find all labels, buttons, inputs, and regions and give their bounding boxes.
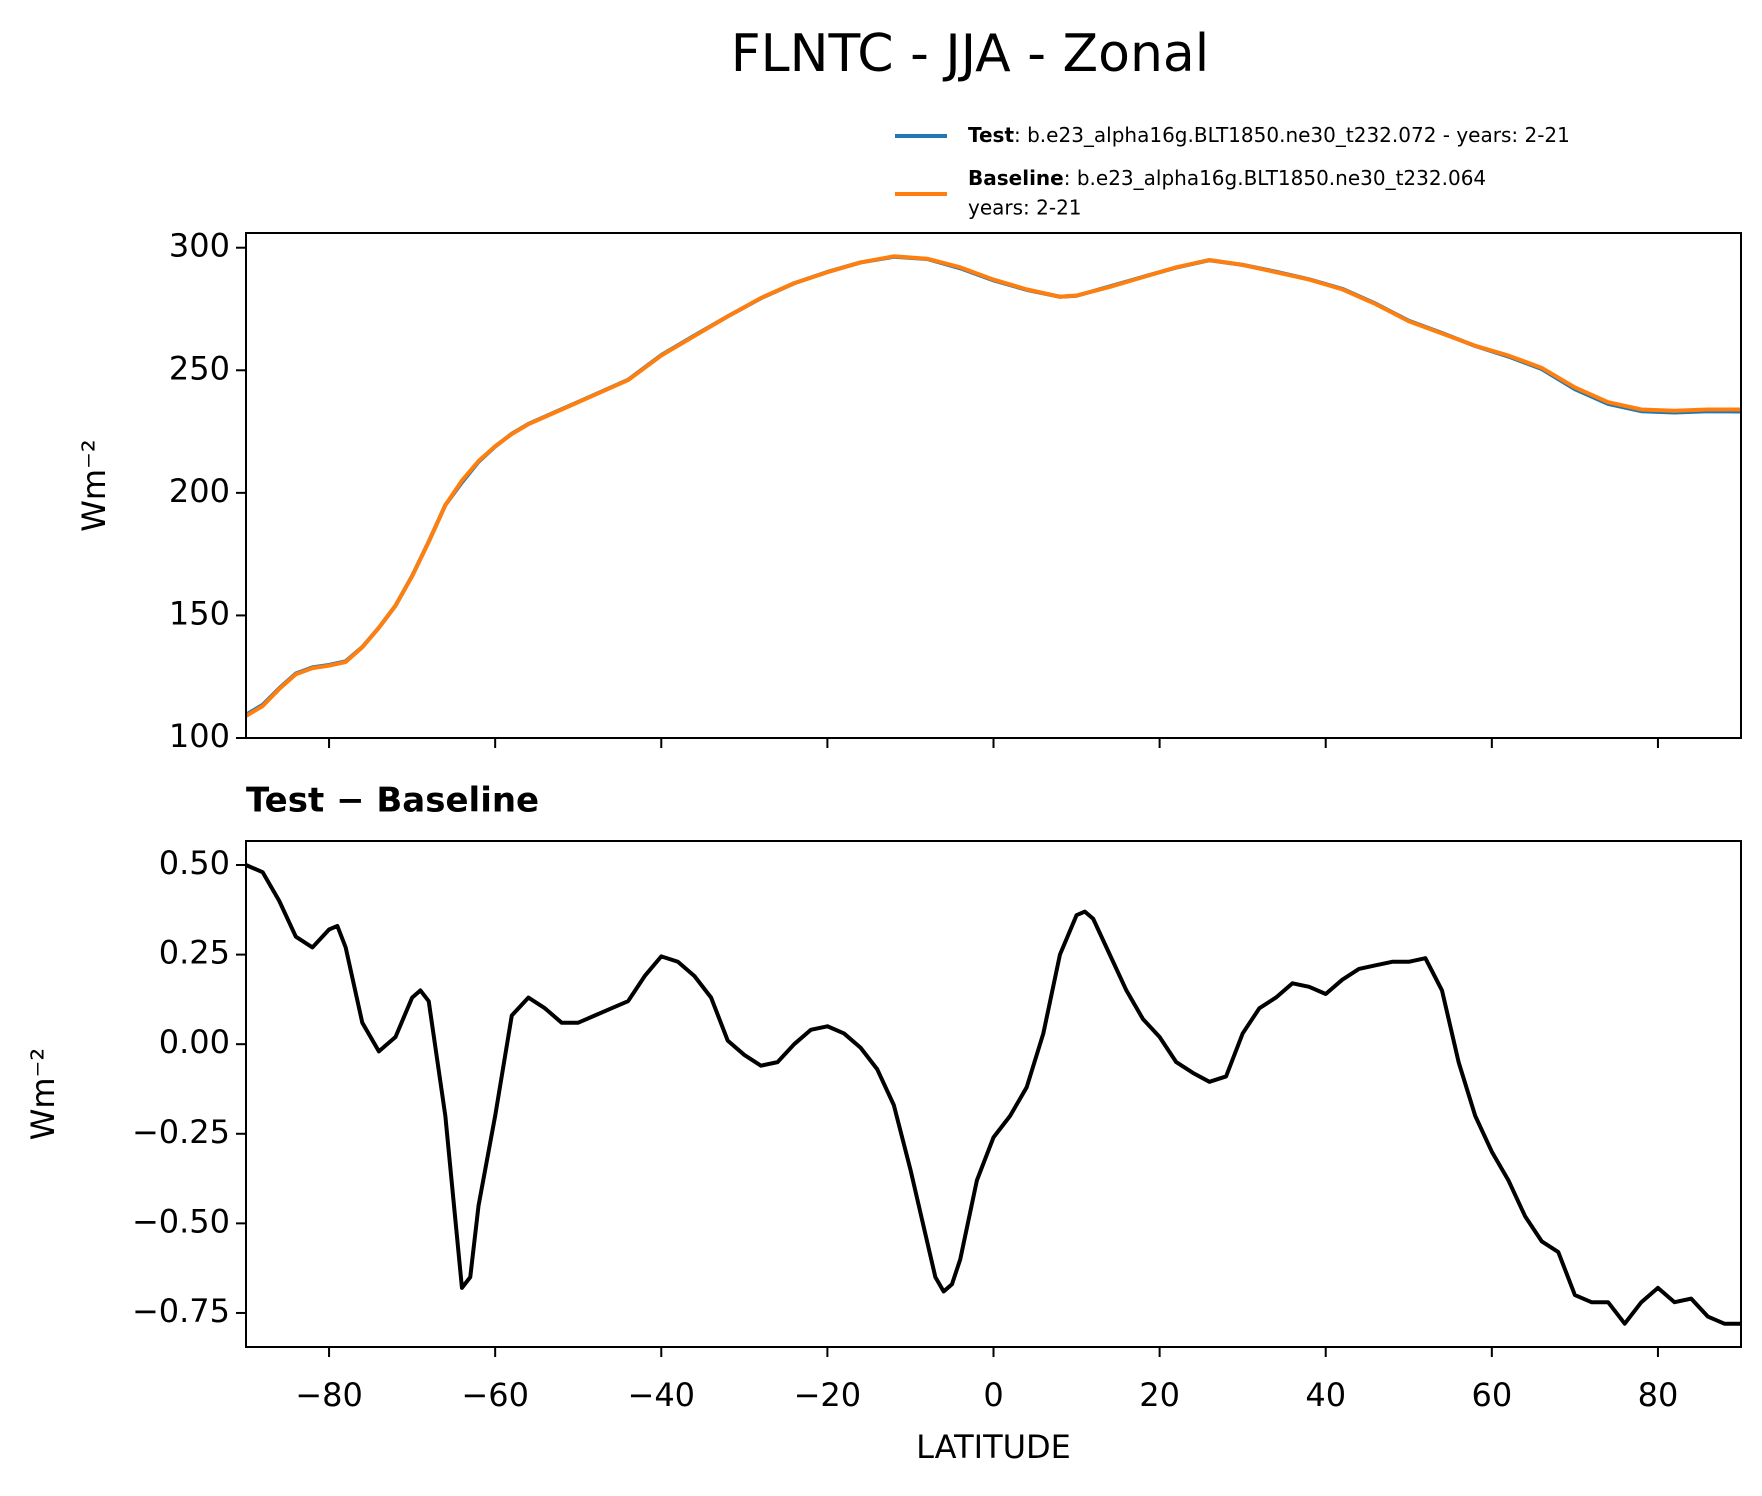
y-tick-label: −0.50 <box>132 1202 230 1240</box>
data-line <box>246 254 1741 717</box>
y-tick-label: 250 <box>169 349 230 387</box>
y-axis-label: Wm⁻² <box>24 1048 62 1141</box>
x-tick-label: −20 <box>794 1376 862 1414</box>
y-tick-label: 200 <box>169 472 230 510</box>
y-tick-label: 150 <box>169 594 230 632</box>
y-tick-label: 300 <box>169 227 230 265</box>
x-tick-label: 0 <box>983 1376 1003 1414</box>
axes-frame <box>245 840 1742 1348</box>
axes-title: Test − Baseline <box>246 781 539 821</box>
y-tick-label: 0.00 <box>159 1023 230 1061</box>
figure-title: FLNTC - JJA - Zonal <box>731 24 1210 84</box>
y-axis-label: Wm⁻² <box>75 439 113 532</box>
x-tick-label: −60 <box>461 1376 529 1414</box>
y-tick-label: −0.25 <box>132 1113 230 1151</box>
data-line <box>246 254 1741 718</box>
y-tick-label: 0.50 <box>159 844 230 882</box>
x-tick-label: −80 <box>295 1376 363 1414</box>
x-axis-label: LATITUDE <box>916 1428 1071 1466</box>
legend-description: : b.e23_alpha16g.BLT1850.ne30_t232.072 -… <box>1014 123 1570 147</box>
x-tick-label: 80 <box>1638 1376 1679 1414</box>
y-tick-label: 100 <box>169 717 230 755</box>
legend-description: years: 2-21 <box>968 196 1082 220</box>
legend-label: Test: b.e23_alpha16g.BLT1850.ne30_t232.0… <box>968 123 1570 147</box>
axes-frame <box>245 232 1742 739</box>
x-tick-label: 20 <box>1139 1376 1180 1414</box>
legend-name: Baseline <box>968 166 1064 190</box>
y-tick-label: −0.75 <box>132 1292 230 1330</box>
x-tick-label: 60 <box>1471 1376 1512 1414</box>
legend-description: : b.e23_alpha16g.BLT1850.ne30_t232.064 <box>1064 166 1486 190</box>
x-tick-label: −40 <box>628 1376 696 1414</box>
legend-name: Test <box>968 123 1014 147</box>
legend-label: Baseline: b.e23_alpha16g.BLT1850.ne30_t2… <box>968 166 1486 190</box>
x-tick-label: 40 <box>1305 1376 1346 1414</box>
data-line <box>246 863 1741 1326</box>
y-tick-label: 0.25 <box>159 934 230 972</box>
